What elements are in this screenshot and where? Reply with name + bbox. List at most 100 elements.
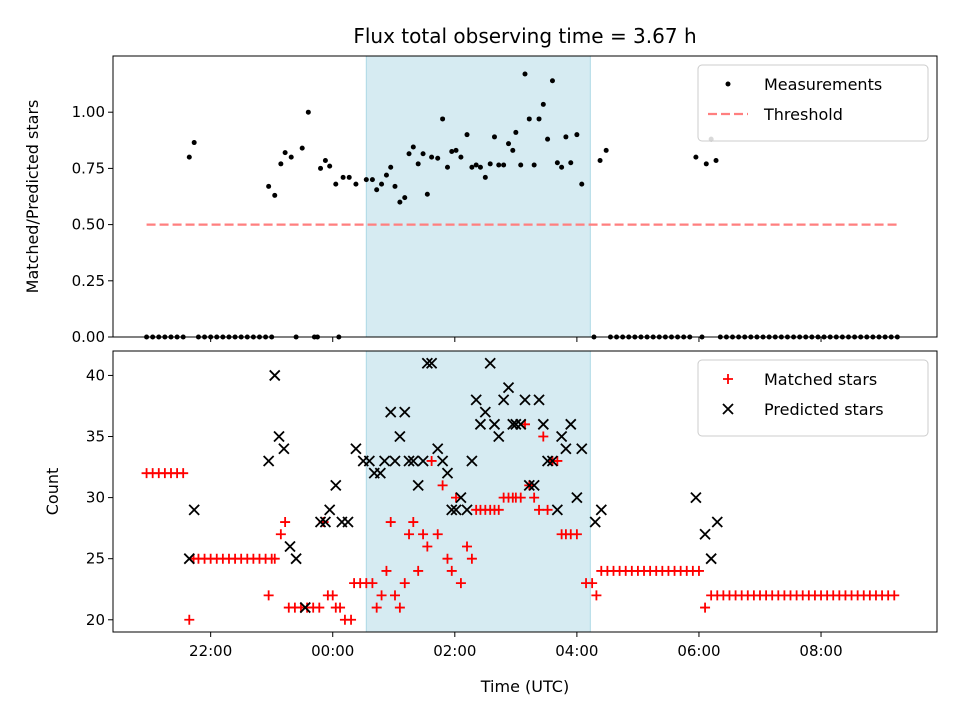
predicted-star-point	[711, 516, 723, 528]
x-axis-label: Time (UTC)	[480, 677, 569, 696]
measurement-point	[266, 183, 272, 189]
x-tick-label: 08:00	[799, 642, 842, 660]
legend-box	[697, 359, 929, 437]
measurement-point	[540, 101, 546, 107]
measurement-point	[469, 164, 475, 170]
matched-star-point	[385, 517, 396, 528]
predicted-star-point	[523, 479, 535, 492]
measurement-point	[397, 199, 403, 205]
predicted-star-point	[493, 430, 505, 443]
predicted-star-point	[269, 369, 281, 382]
predicted-star-point	[571, 491, 583, 504]
measurement-point	[568, 160, 574, 166]
predicted-star-point	[330, 479, 342, 492]
matched-star-point	[587, 578, 598, 589]
predicted-star-point	[183, 553, 195, 565]
legend-label: Matched stars	[764, 370, 877, 389]
measurement-point	[536, 116, 542, 122]
measurement-point	[522, 71, 528, 77]
measurement-point	[369, 177, 375, 183]
measurement-point	[554, 160, 560, 166]
predicted-star-point	[455, 491, 467, 504]
predicted-star-point	[484, 357, 496, 369]
observing-window-shade	[366, 56, 591, 337]
measurement-point	[333, 181, 339, 187]
matched-star-point	[184, 614, 195, 625]
measurement-point	[282, 150, 288, 156]
x-tick-label: 22:00	[189, 642, 232, 660]
matched-star-point	[399, 578, 410, 589]
y-tick-label: 35	[86, 428, 105, 446]
y-tick-label: 30	[86, 489, 105, 507]
predicted-star-point	[541, 455, 554, 467]
matched-star-point	[455, 578, 466, 589]
measurement-point	[288, 154, 294, 160]
matched-star-point	[381, 565, 392, 576]
matched-star-point	[493, 504, 504, 515]
top-y-axis-label: Matched/Predicted stars	[23, 100, 42, 294]
bottom-legend: Matched stars Predicted stars	[697, 359, 929, 437]
top-axes-frame	[112, 55, 938, 338]
legend-label: Predicted stars	[764, 400, 884, 419]
matched-star-point	[367, 578, 378, 589]
predicted-star-point	[699, 528, 711, 540]
y-tick-label: 1.00	[72, 103, 105, 121]
matched-star-point	[404, 529, 415, 540]
measurement-point	[559, 164, 565, 170]
top-legend: Measurements Threshold	[697, 64, 929, 142]
predicted-star-point	[510, 418, 522, 430]
measurement-point	[549, 78, 555, 84]
matched-star-point	[432, 529, 443, 540]
x-tick-label: 02:00	[433, 642, 476, 660]
predicted-star-point	[450, 504, 462, 516]
matched-star-point	[446, 565, 457, 576]
bottom-panel: 22:00 00:00 02:00 04:00 06:00 08:00 20 25 30 35 40…	[43, 350, 938, 660]
y-tick-label: 20	[86, 611, 105, 629]
bottom-axes-frame	[112, 350, 938, 633]
y-tick-label: 0.75	[72, 159, 105, 177]
measurement-point	[487, 161, 493, 167]
measurement-point	[496, 162, 502, 168]
predicted-star-point	[515, 418, 527, 430]
predicted-star-point	[474, 418, 487, 430]
predicted-star-point	[576, 443, 588, 455]
measurement-point	[353, 181, 359, 187]
matched-star-point	[376, 590, 387, 601]
measurement-point	[545, 136, 551, 142]
matched-star-point	[700, 602, 711, 613]
predicted-star-point	[551, 504, 563, 516]
measurement-point	[318, 165, 324, 171]
predicted-star-point	[342, 516, 354, 528]
matched-star-point	[371, 602, 382, 613]
measurement-point	[440, 116, 446, 122]
predicted-star-point	[399, 406, 411, 418]
matched-star-point	[269, 553, 280, 564]
matched-star-point	[314, 602, 325, 613]
predicted-star-point	[378, 455, 391, 467]
predicted-star-point	[188, 504, 200, 516]
measurement-point	[346, 174, 352, 180]
measurement-point	[513, 129, 519, 135]
matched-star-point	[394, 602, 405, 613]
predicted-star-point	[394, 430, 406, 443]
predicted-star-point	[403, 455, 415, 467]
y-tick-label: 0.25	[72, 272, 105, 290]
predicted-star-point	[324, 504, 336, 516]
measurement-point	[383, 172, 389, 178]
measurement-point	[379, 181, 385, 187]
predicted-star-point	[488, 418, 501, 430]
matched-star-point	[418, 529, 429, 540]
matched-star-point	[335, 602, 346, 613]
predicted-star-point	[498, 394, 510, 406]
predicted-star-point	[537, 418, 549, 430]
measurement-point	[299, 145, 305, 151]
matched-star-point	[327, 590, 338, 601]
predicted-star-point	[565, 418, 577, 430]
measurement-point	[406, 151, 412, 157]
predicted-star-point	[350, 443, 362, 455]
predicted-star-point	[466, 455, 478, 467]
predicted-star-point	[389, 455, 401, 467]
matched-star-point	[538, 431, 549, 442]
predicted-star-point	[412, 479, 424, 492]
